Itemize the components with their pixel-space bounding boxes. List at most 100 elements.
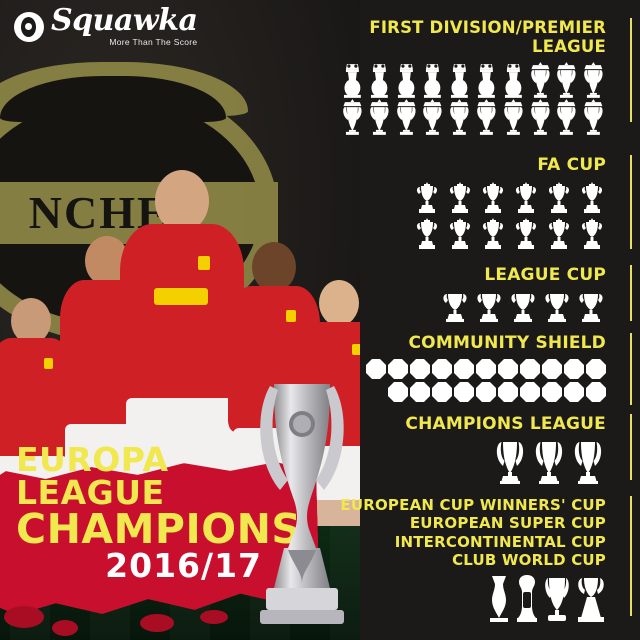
section-champions-league: CHAMPIONS LEAGUE: [340, 402, 640, 484]
league-cup-trophy-icon: [443, 294, 467, 322]
cup-winners-cup-trophy-icon: [490, 576, 508, 623]
league-cup-trophy-icon: [545, 294, 569, 322]
community-shield-icon: [432, 382, 452, 402]
premier-league-trophy-icon: [584, 62, 603, 98]
community-shield-icon: [520, 359, 540, 379]
community-shield-icon: [498, 382, 518, 402]
premier-league-trophy-icon: [530, 99, 550, 135]
premier-league-trophy-icon: [557, 62, 576, 98]
brand-tagline: More Than The Score: [109, 37, 198, 47]
community-shield-icon: [410, 382, 430, 402]
trophy-row: [340, 62, 624, 98]
trophy-row: [340, 574, 624, 623]
league-trophy-icon: [424, 64, 442, 98]
section-title: LEAGUE CUP: [484, 265, 606, 285]
section-title: CHAMPIONS LEAGUE: [405, 414, 606, 434]
team-photo-panel: NCHES: [0, 0, 360, 640]
fa-cup-trophy-icon: [416, 182, 438, 213]
league-cup-trophy-icon: [477, 294, 501, 322]
trophy-row: [340, 217, 624, 251]
headline-season: 2016/17: [105, 546, 262, 585]
section-first-division-premier-league: FIRST DIVISION/PREMIER LEAGUE: [340, 0, 640, 135]
shield-row: [340, 359, 624, 379]
community-shield-icon: [454, 359, 474, 379]
section-community-shield: COMMUNITY SHIELD: [340, 323, 640, 405]
trophy-row: [340, 181, 624, 215]
premier-league-trophy-icon: [584, 99, 603, 135]
squawka-circle-icon: [14, 11, 44, 42]
premier-league-trophy-icon: [477, 99, 496, 135]
trophy-row: [340, 438, 624, 484]
other-cup-title: EUROPEAN CUP WINNERS' CUP: [340, 496, 606, 514]
champions-league-trophy-icon: [496, 442, 524, 484]
section-other-cups: EUROPEAN CUP WINNERS' CUP EUROPEAN SUPER…: [340, 484, 640, 623]
fa-cup-trophy-icon: [548, 182, 570, 213]
fa-cup-trophy-icon: [482, 182, 504, 213]
other-cup-title: EUROPEAN SUPER CUP: [409, 514, 606, 533]
squawka-logo[interactable]: Squawka More Than The Score: [14, 3, 198, 47]
section-fa-cup: FA CUP: [340, 135, 640, 251]
league-trophy-icon: [504, 64, 522, 98]
champions-league-trophy-icon: [535, 442, 563, 484]
premier-league-trophy-icon: [396, 99, 416, 135]
fa-cup-trophy-icon: [515, 182, 537, 213]
fa-cup-trophy-icon: [449, 218, 471, 249]
section-league-cup: LEAGUE CUP: [340, 251, 640, 323]
premier-league-trophy-icon: [450, 99, 469, 135]
community-shield-icon: [564, 382, 584, 402]
intercontinental-cup-trophy-icon: [545, 578, 569, 622]
league-trophy-icon: [397, 64, 415, 98]
community-shield-icon: [542, 382, 562, 402]
community-shield-icon: [586, 359, 606, 379]
headline-line-2: CHAMPIONS: [16, 504, 302, 553]
community-shield-icon: [520, 382, 540, 402]
league-trophy-icon: [451, 64, 469, 98]
fa-cup-trophy-icon: [449, 182, 471, 213]
section-title: FIRST DIVISION/PREMIER LEAGUE: [369, 18, 606, 56]
community-shield-icon: [564, 359, 584, 379]
section-title: FA CUP: [537, 155, 606, 175]
community-shield-icon: [476, 359, 496, 379]
premier-league-trophy-icon: [423, 99, 443, 135]
league-cup-trophy-icon: [511, 294, 535, 322]
fa-cup-trophy-icon: [515, 218, 537, 249]
community-shield-icon: [388, 359, 408, 379]
community-shield-icon: [476, 382, 496, 402]
fa-cup-trophy-icon: [482, 218, 504, 249]
honours-column: FIRST DIVISION/PREMIER LEAGUE: [340, 0, 640, 640]
champions-league-trophy-icon: [574, 442, 602, 484]
super-cup-trophy-icon: [517, 575, 537, 623]
other-cup-title: CLUB WORLD CUP: [452, 550, 606, 569]
community-shield-icon: [432, 359, 452, 379]
fa-cup-trophy-icon: [548, 218, 570, 249]
fa-cup-trophy-icon: [581, 218, 603, 249]
headline-block: EUROPA LEAGUE CHAMPIONS 2016/17: [16, 440, 316, 585]
community-shield-icon: [410, 359, 430, 379]
community-shield-icon: [498, 359, 518, 379]
shield-row: [340, 382, 624, 402]
brand-name: Squawka: [51, 3, 198, 38]
community-shield-icon: [366, 359, 386, 379]
other-cup-title: INTERCONTINENTAL CUP: [394, 532, 606, 551]
fa-cup-trophy-icon: [581, 182, 603, 213]
headline-line-1: EUROPA LEAGUE: [16, 440, 169, 512]
fa-cup-trophy-icon: [416, 218, 438, 249]
section-title: COMMUNITY SHIELD: [408, 333, 606, 353]
premier-league-trophy-icon: [557, 99, 576, 135]
europa-league-trophy-icon: [244, 384, 360, 632]
community-shield-icon: [388, 382, 408, 402]
league-trophy-icon: [343, 64, 361, 98]
community-shield-icon: [542, 359, 562, 379]
league-cup-trophy-icon: [579, 294, 603, 322]
premier-league-trophy-icon: [343, 99, 362, 135]
club-world-cup-trophy-icon: [578, 578, 604, 623]
premier-league-trophy-icon: [504, 99, 523, 135]
chevrolet-sponsor: [154, 288, 208, 305]
league-trophy-icon: [370, 64, 388, 98]
league-trophy-icon: [477, 64, 495, 98]
club-crest-watermark: NCHES: [0, 62, 278, 362]
trophy-row: [340, 99, 624, 135]
trophy-row: [340, 290, 624, 323]
premier-league-trophy-icon: [370, 99, 389, 135]
